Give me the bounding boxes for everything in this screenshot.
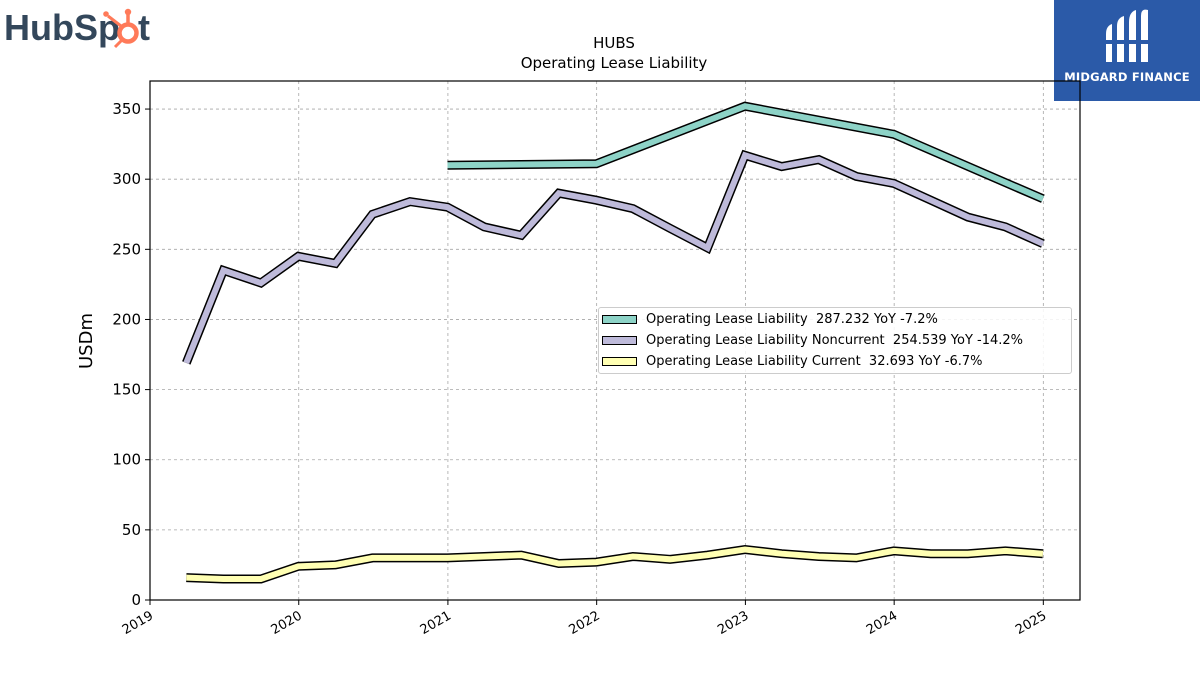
hubspot-logo-text-end: t — [138, 7, 150, 48]
y-tick-label: 300 — [112, 170, 141, 188]
hubspot-sprocket-icon — [103, 8, 139, 49]
y-axis-label: USDm — [76, 313, 97, 369]
y-tick-label: 250 — [112, 240, 141, 258]
y-tick-label: 200 — [112, 310, 141, 328]
x-tick-label: 2024 — [864, 608, 900, 638]
plot-frame — [149, 80, 1081, 601]
x-tick-label: 2021 — [418, 608, 454, 638]
y-tick-label: 50 — [122, 521, 141, 539]
x-tick-label: 2020 — [269, 608, 305, 638]
x-tick-label: 2025 — [1013, 608, 1049, 638]
y-tick-label: 150 — [112, 381, 141, 399]
x-tick-label: 2019 — [120, 608, 156, 638]
legend-label-noncurrent: Operating Lease Liability Noncurrent 254… — [646, 333, 1024, 348]
legend-swatch-total — [602, 315, 637, 324]
chart-subtitle: Operating Lease Liability — [521, 54, 708, 72]
series-line-total — [447, 103, 1045, 202]
y-tick-label: 100 — [112, 451, 141, 469]
midgard-finance-logo: MIDGARD FINANCE — [1054, 0, 1200, 101]
y-tick-label: 350 — [112, 100, 141, 118]
series-layer — [182, 101, 1045, 584]
legend-item-total: Operating Lease Liability 287.232 YoY -7… — [599, 310, 1071, 332]
x-tick-label: 2022 — [567, 608, 603, 638]
legend-item-current: Operating Lease Liability Current 32.693… — [599, 352, 1071, 374]
y-tick-label: 0 — [131, 591, 141, 609]
legend-label-total: Operating Lease Liability 287.232 YoY -7… — [646, 312, 938, 327]
hubspot-logo-text: HubSp — [4, 7, 120, 48]
hubspot-logo: HubSp t — [4, 7, 150, 49]
series-line-noncurrent — [183, 151, 1045, 365]
midgard-mark-icon — [1106, 9, 1148, 63]
x-tick-label: 2023 — [715, 608, 751, 638]
legend-swatch-current — [602, 357, 637, 366]
series-line-current — [186, 546, 1044, 582]
legend: Operating Lease Liability 287.232 YoY -7… — [598, 307, 1072, 374]
legend-swatch-noncurrent — [602, 336, 637, 345]
legend-item-noncurrent: Operating Lease Liability Noncurrent 254… — [599, 331, 1071, 353]
legend-label-current: Operating Lease Liability Current 32.693… — [646, 354, 983, 369]
chart-title: HUBS — [593, 34, 635, 52]
midgard-logo-text: MIDGARD FINANCE — [1064, 70, 1190, 84]
